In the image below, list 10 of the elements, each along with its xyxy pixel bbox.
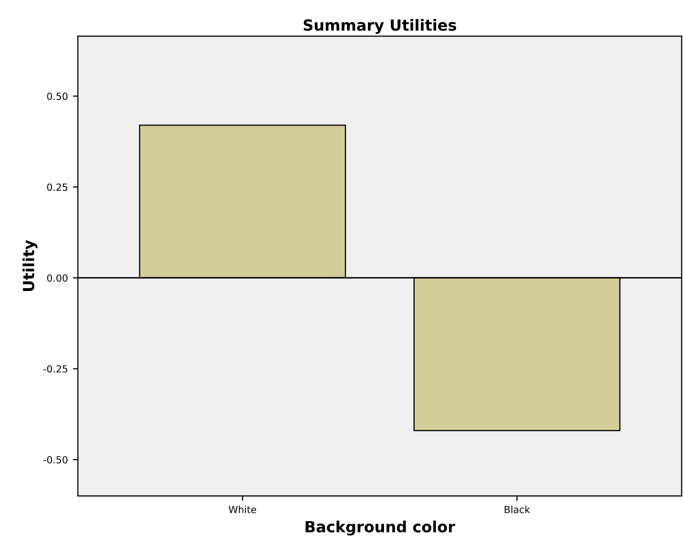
y-tick-label: 0.50 — [47, 92, 68, 100]
y-axis-title: Utility — [22, 240, 38, 291]
x-tick-label: Black — [504, 506, 530, 514]
y-tick-label: -0.25 — [43, 365, 68, 373]
y-tick-label: 0.25 — [47, 183, 68, 191]
x-axis-title: Background color — [306, 520, 456, 536]
y-tick-label: -0.50 — [43, 456, 68, 464]
x-tick-label: White — [228, 506, 256, 514]
y-tick-label: 0.00 — [47, 274, 68, 282]
chart-title: Summary Utilities — [304, 19, 456, 34]
